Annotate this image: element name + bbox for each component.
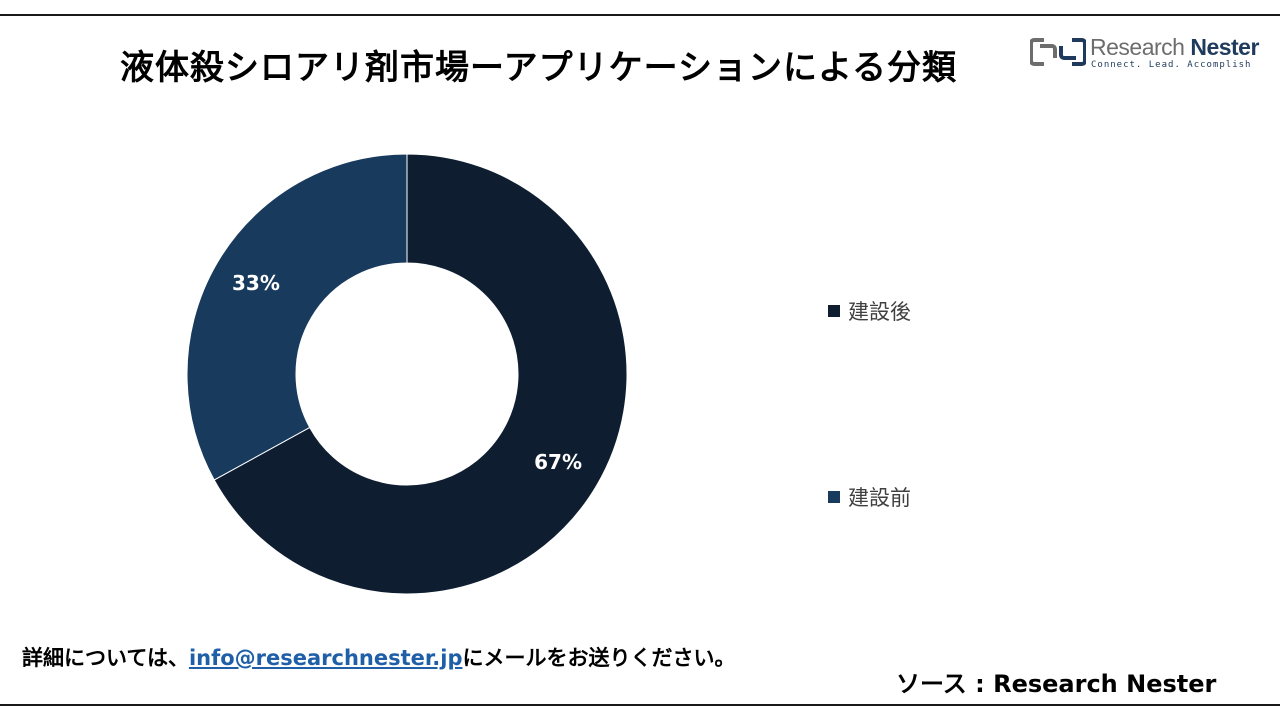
- email-link[interactable]: info@researchnester.jp: [188, 646, 463, 670]
- slice-label-post-construction: 67%: [534, 450, 582, 474]
- donut-slice-post-construction: [213, 153, 628, 595]
- slice-label-pre-construction: 33%: [232, 271, 280, 295]
- logo-tagline: Connect. Lead. Accomplish: [1091, 60, 1252, 70]
- research-nester-logo: Research Nester Connect. Lead. Accomplis…: [1030, 34, 1259, 74]
- bottom-border: [0, 704, 1280, 706]
- logo-name: Research Nester: [1090, 34, 1259, 61]
- legend-swatch-pre-construction: [828, 491, 840, 503]
- source-credit: ソース : Research Nester: [896, 670, 1217, 698]
- contact-note-suffix: にメールをお送りください。: [462, 646, 736, 670]
- contact-note-prefix: 詳細については、: [22, 646, 189, 670]
- legend-swatch-post-construction: [828, 305, 840, 317]
- logo-name-part1: Research: [1090, 34, 1185, 60]
- legend-item-pre-construction: 建設前: [828, 482, 911, 512]
- logo-name-part2: Nester: [1190, 34, 1259, 60]
- legend-item-post-construction: 建設後: [828, 296, 911, 326]
- contact-note: 詳細については、info@researchnester.jpにメールをお送りくだ…: [22, 642, 735, 672]
- legend-label-post-construction: 建設後: [848, 300, 911, 324]
- donut-slice-pre-construction: [186, 153, 408, 481]
- chart-title: 液体殺シロアリ剤市場ーアプリケーションによる分類: [120, 48, 957, 88]
- legend-label-pre-construction: 建設前: [848, 486, 911, 510]
- top-border: [0, 14, 1280, 16]
- logo-mark-icon: [1030, 38, 1086, 66]
